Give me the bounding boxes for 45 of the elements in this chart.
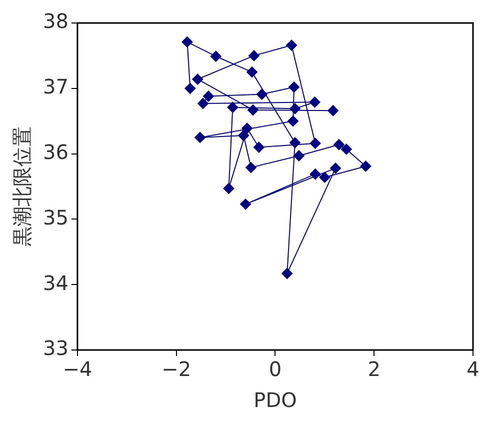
point <box>202 90 214 102</box>
point <box>192 74 204 85</box>
point <box>286 40 298 51</box>
point <box>256 88 268 100</box>
point <box>184 82 196 94</box>
point <box>290 137 300 148</box>
point <box>330 162 342 174</box>
point <box>319 172 330 183</box>
point <box>198 98 209 109</box>
x-tick-label: 2 <box>368 357 380 382</box>
point <box>253 142 264 153</box>
point <box>309 96 320 108</box>
point <box>282 268 293 279</box>
x-tick-label: −2 <box>162 357 192 382</box>
point <box>288 116 299 127</box>
point <box>210 50 222 62</box>
y-tick-label: 34 <box>42 270 68 295</box>
y-axis-title: 黒潮北限位置 <box>10 126 34 246</box>
y-tick-label: 37 <box>42 74 68 99</box>
point <box>293 150 304 162</box>
point <box>246 66 258 78</box>
point <box>245 162 256 174</box>
point <box>240 198 252 210</box>
point <box>310 168 321 180</box>
x-tick-label: 4 <box>466 357 480 382</box>
point <box>310 138 321 149</box>
point <box>194 132 206 143</box>
y-tick-label: 36 <box>42 140 68 164</box>
point <box>340 144 352 155</box>
point <box>242 122 253 134</box>
point <box>334 139 345 150</box>
point <box>223 182 234 194</box>
point <box>360 160 372 172</box>
point <box>248 50 260 62</box>
point <box>238 130 250 141</box>
point <box>182 36 193 48</box>
y-tick-label: 35 <box>42 205 68 230</box>
point <box>247 104 258 116</box>
x-tick-label: 0 <box>268 357 282 382</box>
y-tick-label: 38 <box>42 9 68 34</box>
point <box>288 82 300 93</box>
x-axis-title: PDO <box>254 388 297 412</box>
point <box>227 102 238 113</box>
point <box>290 103 300 114</box>
point <box>328 105 339 116</box>
